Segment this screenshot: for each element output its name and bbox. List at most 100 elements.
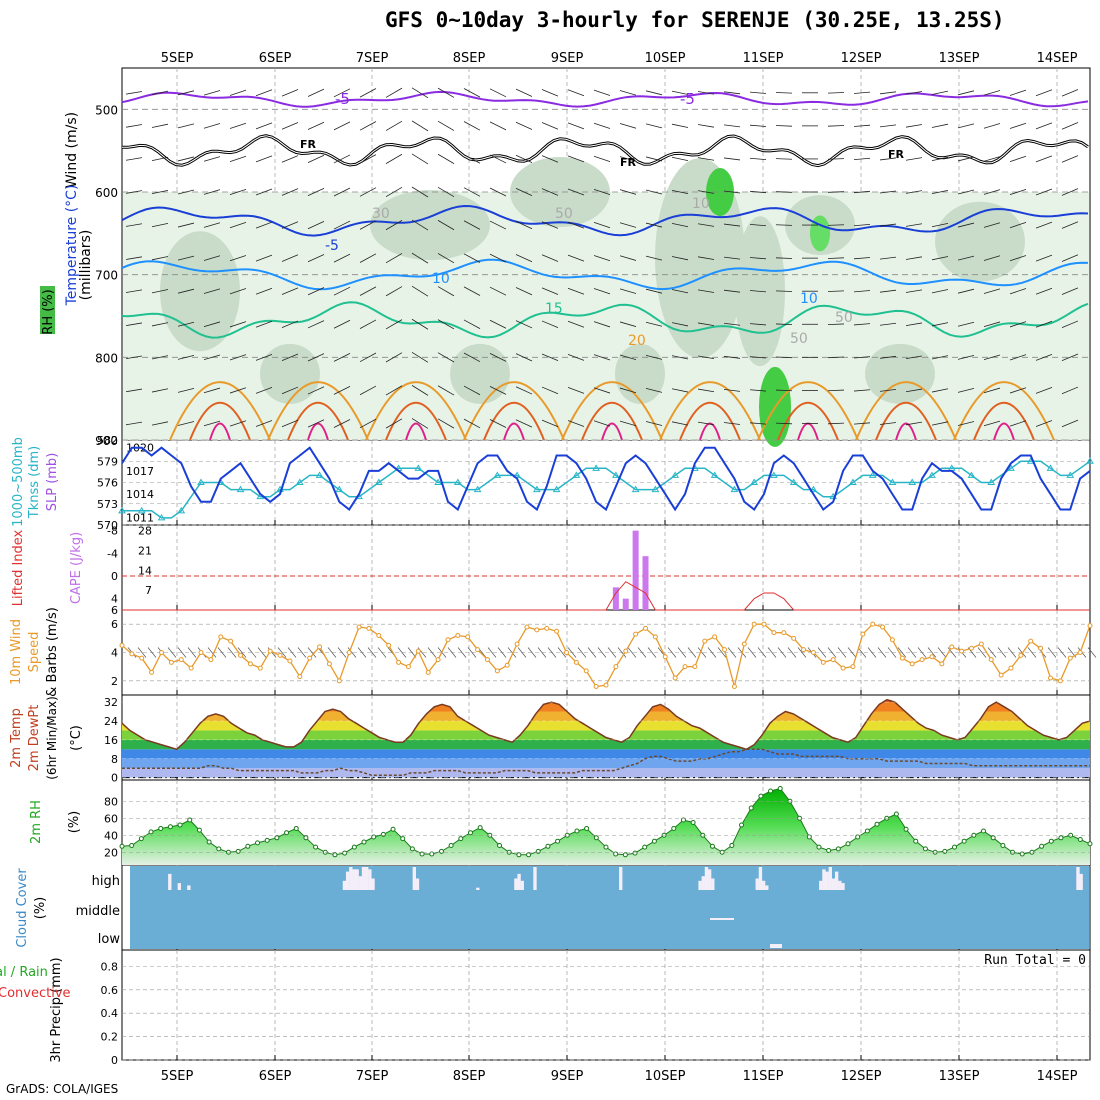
- wind-speed-point: [228, 638, 234, 644]
- wind-speed-point: [899, 655, 905, 661]
- rh-point: [497, 842, 503, 848]
- rh-point: [555, 838, 561, 844]
- wind-barb: [437, 87, 455, 98]
- wind-barb: [667, 647, 677, 658]
- rh-point: [942, 848, 948, 854]
- wind-speed-point: [465, 634, 471, 640]
- rh-point: [961, 838, 967, 844]
- cloud-row-label: middle: [76, 904, 120, 919]
- cape-tick-label: 7: [145, 584, 152, 597]
- cape-tick-label: 28: [138, 525, 152, 538]
- wind-barb: [1007, 647, 1017, 658]
- wind-barb: [1061, 89, 1079, 97]
- wind-barb: [541, 386, 559, 395]
- wind-barb: [1061, 353, 1079, 362]
- wind-barb: [637, 647, 647, 658]
- contour-label: 50: [835, 310, 853, 326]
- wind-barb: [333, 286, 351, 296]
- cloud-high-bar: [707, 869, 712, 890]
- wind-barb: [879, 157, 897, 161]
- wind-barb: [957, 222, 975, 228]
- wind-barb: [125, 91, 143, 95]
- wind-speed-point: [672, 675, 678, 681]
- date-label-top: 7SEP: [356, 51, 389, 66]
- temp-band: [122, 702, 1090, 712]
- wind-speed-point: [870, 621, 876, 627]
- wind-barb: [385, 352, 403, 363]
- wind-barb: [437, 418, 455, 429]
- wind-barb: [847, 647, 857, 658]
- axis-label-wind10: 10m Wind: [9, 619, 24, 685]
- contour-label: -5: [335, 90, 350, 108]
- wind-barb: [775, 257, 793, 259]
- axis-label-cloudpct: (%): [33, 897, 48, 920]
- contour-label: 15: [545, 301, 563, 317]
- wind-barb: [567, 89, 585, 97]
- wind-barb: [671, 322, 689, 327]
- wind-barb: [775, 92, 793, 94]
- wind-barb: [931, 90, 949, 95]
- wind-barb: [177, 288, 195, 294]
- wind-barb: [775, 191, 793, 193]
- thickness-point: [849, 478, 857, 485]
- precip-tick-label: 0.4: [101, 1007, 119, 1020]
- cloud-middle-bar: [710, 918, 734, 920]
- wind-barb: [307, 320, 325, 329]
- wind-barb: [997, 647, 1007, 658]
- wind-barb: [411, 219, 429, 231]
- wind-barb: [489, 220, 507, 230]
- wind-barb: [775, 356, 793, 359]
- wind-barb: [749, 91, 767, 94]
- wind-barb: [867, 647, 877, 658]
- wind-barb: [517, 647, 527, 658]
- wind-speed-point: [583, 668, 589, 674]
- wind-barb: [1035, 353, 1053, 361]
- wind-barb: [281, 221, 299, 229]
- wind-speed-point: [1077, 650, 1083, 655]
- temp-contour-20: [169, 381, 271, 441]
- wind-barb: [1009, 89, 1027, 96]
- wind-barb: [385, 319, 403, 330]
- wind-barb: [187, 647, 197, 658]
- wind-barb: [567, 188, 585, 196]
- date-label-top: 5SEP: [161, 51, 194, 66]
- wind-barb: [983, 255, 1001, 261]
- date-label-bottom: 13SEP: [939, 1069, 980, 1084]
- wind-barb: [125, 289, 143, 293]
- wind-speed-point: [1057, 678, 1063, 684]
- wind-barb: [411, 418, 429, 429]
- wind-speed-point: [998, 672, 1004, 678]
- wind-barb: [983, 90, 1001, 96]
- slp-tick-label: 1017: [126, 465, 154, 478]
- thickness-point: [1066, 471, 1075, 478]
- wind-barb: [717, 647, 727, 658]
- wind-barb: [333, 352, 351, 362]
- wind-barb: [645, 123, 663, 129]
- wind-barb: [645, 354, 663, 360]
- wind-barb: [879, 422, 897, 425]
- wind-barb: [151, 421, 169, 426]
- temp-band: [122, 699, 1090, 703]
- wind-barb: [307, 254, 325, 263]
- wind-barb: [307, 88, 325, 97]
- wind-barb: [437, 319, 455, 330]
- wind-speed-point: [247, 661, 253, 667]
- dewpoint-line: [122, 748, 1090, 777]
- wind-barb: [411, 318, 429, 330]
- wind-speed-point: [267, 648, 273, 654]
- wind-speed-point: [405, 664, 411, 670]
- wind-barb: [697, 647, 707, 658]
- wind-barb: [887, 647, 897, 658]
- wind-barb: [775, 323, 793, 325]
- wind-barb: [463, 286, 481, 296]
- wind-barb: [593, 354, 611, 361]
- wind-barb: [645, 388, 663, 393]
- wind-barb: [567, 122, 585, 130]
- wind-barb: [749, 356, 767, 359]
- wind-speed-line: [121, 623, 1091, 688]
- wind-barb: [125, 124, 143, 128]
- wind-barb: [203, 321, 221, 327]
- rh-point: [245, 843, 251, 849]
- temp-contour-20: [953, 381, 1055, 441]
- thickness-tick-label: 579: [97, 455, 118, 468]
